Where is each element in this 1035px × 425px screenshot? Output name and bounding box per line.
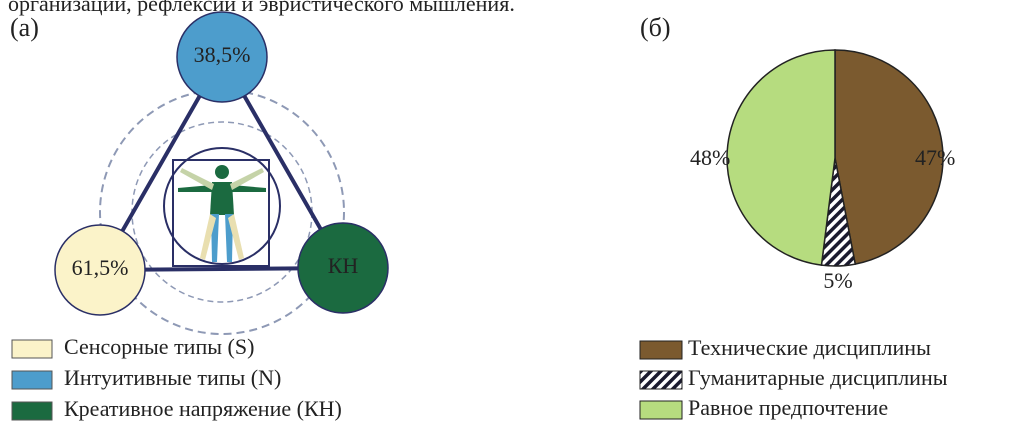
legend-label: Креативное напряжение (КН) xyxy=(64,396,342,421)
caption-fragment: организации, рефлексии и эвристического … xyxy=(8,0,515,16)
legend-label: Сенсорные типы (S) xyxy=(64,334,254,359)
pie-slice xyxy=(726,49,836,266)
legend-label: Равное предпочтение xyxy=(688,395,888,420)
diagram-node xyxy=(54,224,146,316)
value-label: 47% xyxy=(915,145,955,170)
node-label: 38,5% xyxy=(194,42,251,67)
node-label: 61,5% xyxy=(72,255,129,280)
diagram-decoration xyxy=(96,52,347,335)
diagram-node xyxy=(297,222,389,314)
legend-swatch xyxy=(639,340,683,360)
diagram-node xyxy=(176,11,268,103)
value-label: 5% xyxy=(823,268,852,293)
legend-label: Технические дисциплины xyxy=(688,335,931,360)
legend-swatch xyxy=(11,339,53,359)
legend-label: Гуманитарные дисциплины xyxy=(688,365,948,390)
panel-label: (а) xyxy=(10,13,39,42)
legend-swatch xyxy=(639,400,683,420)
legend-swatch xyxy=(11,370,53,390)
legend-label: Интуитивные типы (N) xyxy=(64,365,281,390)
pie-slice xyxy=(834,49,944,265)
value-label: 48% xyxy=(690,145,730,170)
node-label: КН xyxy=(328,253,359,278)
legend-swatch xyxy=(11,401,53,421)
legend-swatch xyxy=(639,370,683,390)
panel-label: (б) xyxy=(640,13,671,42)
